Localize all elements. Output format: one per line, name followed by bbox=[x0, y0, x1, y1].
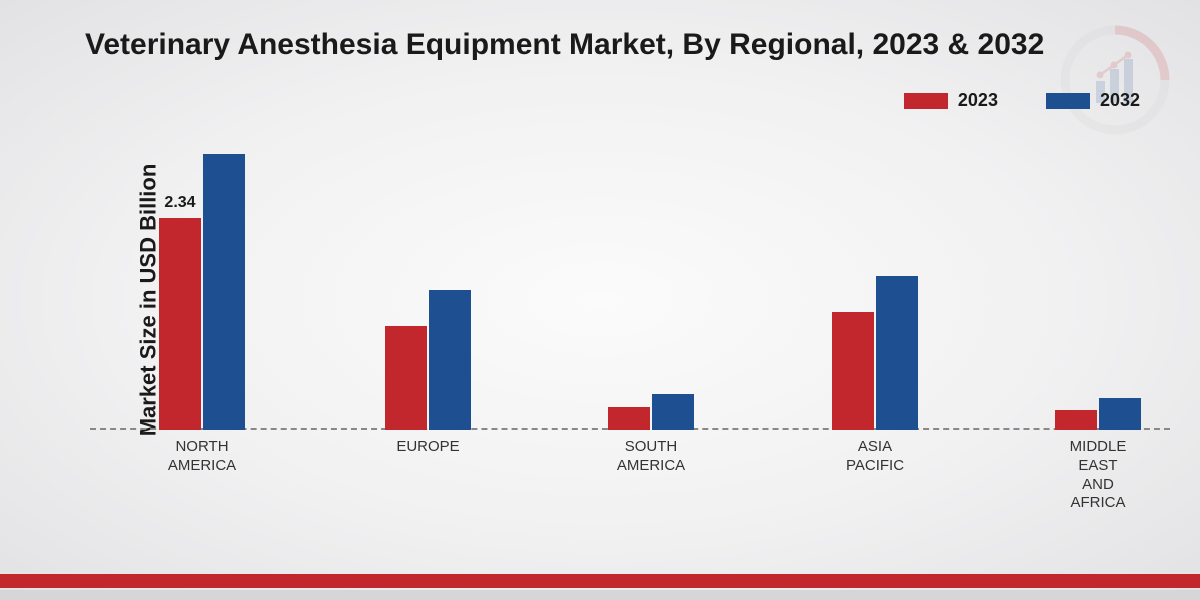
legend-item-2032: 2032 bbox=[1046, 90, 1140, 111]
bar-group bbox=[832, 276, 918, 430]
bar bbox=[1099, 398, 1141, 430]
x-axis-tick-label: NORTH AMERICA bbox=[168, 438, 236, 476]
x-axis-tick-label: ASIA PACIFIC bbox=[846, 438, 904, 476]
legend-swatch-2023 bbox=[904, 93, 948, 109]
legend-swatch-2032 bbox=[1046, 93, 1090, 109]
bar bbox=[652, 394, 694, 430]
x-axis-tick-label: EUROPE bbox=[396, 438, 459, 457]
bar: 2.34 bbox=[159, 218, 201, 430]
plot-area: 2.34 bbox=[90, 140, 1170, 430]
bar-value-label: 2.34 bbox=[164, 194, 195, 212]
chart-title: Veterinary Anesthesia Equipment Market, … bbox=[85, 28, 1044, 62]
bar bbox=[832, 312, 874, 430]
x-axis-tick-label: SOUTH AMERICA bbox=[617, 438, 685, 476]
bar bbox=[608, 407, 650, 430]
bar-group: 2.34 bbox=[159, 154, 245, 430]
x-axis-labels: NORTH AMERICA EUROPE SOUTH AMERICA ASIA PAC… bbox=[90, 438, 1170, 558]
bar-group bbox=[385, 290, 471, 430]
bar bbox=[1055, 410, 1097, 430]
x-axis-tick-label: MIDDLE EAST AND AFRICA bbox=[1070, 438, 1127, 513]
bar bbox=[429, 290, 471, 430]
bar bbox=[876, 276, 918, 430]
bar-group bbox=[1055, 398, 1141, 430]
legend-label-2032: 2032 bbox=[1100, 90, 1140, 111]
legend-label-2023: 2023 bbox=[958, 90, 998, 111]
legend: 2023 2032 bbox=[904, 90, 1140, 111]
watermark-logo bbox=[1060, 25, 1170, 135]
legend-item-2023: 2023 bbox=[904, 90, 998, 111]
bar-group bbox=[608, 394, 694, 430]
bar bbox=[385, 326, 427, 430]
footer-accent-bar bbox=[0, 574, 1200, 588]
footer-baseline bbox=[0, 590, 1200, 600]
bar bbox=[203, 154, 245, 430]
